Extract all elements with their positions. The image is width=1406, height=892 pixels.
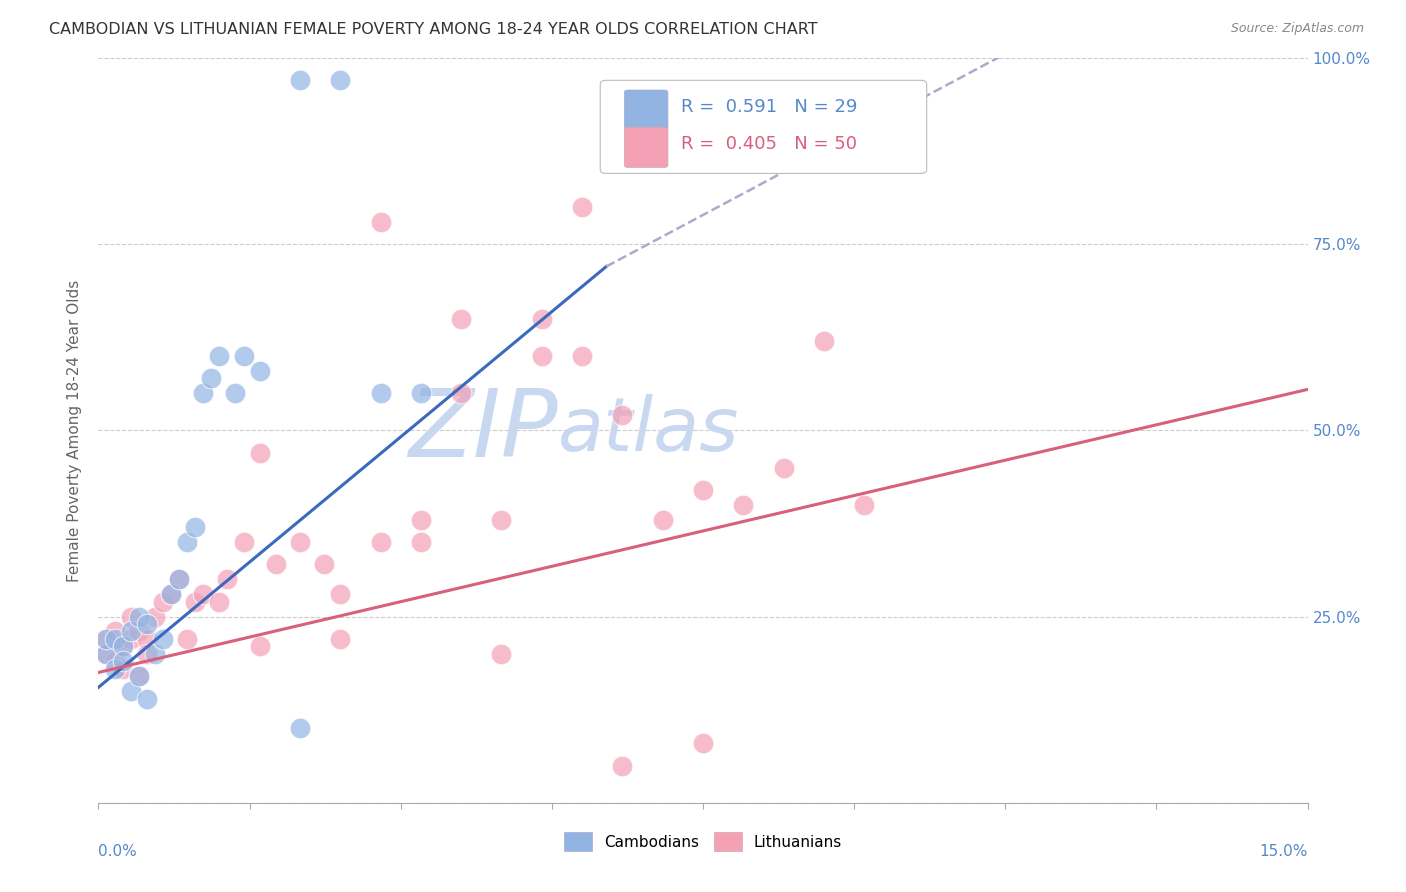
- Point: [530, 349, 553, 363]
- Point: [103, 662, 125, 676]
- Point: [96, 632, 118, 646]
- Point: [288, 73, 311, 87]
- Point: [232, 535, 254, 549]
- Text: R =  0.591   N = 29: R = 0.591 N = 29: [682, 98, 858, 116]
- Point: [208, 349, 231, 363]
- Point: [733, 498, 755, 512]
- Point: [329, 73, 352, 87]
- Point: [571, 349, 593, 363]
- Point: [176, 535, 198, 549]
- FancyBboxPatch shape: [600, 80, 927, 173]
- Legend: Cambodians, Lithuanians: Cambodians, Lithuanians: [557, 824, 849, 858]
- Point: [217, 573, 239, 587]
- Text: Source: ZipAtlas.com: Source: ZipAtlas.com: [1230, 22, 1364, 36]
- Point: [224, 386, 246, 401]
- Point: [184, 520, 207, 534]
- Point: [135, 632, 157, 646]
- Y-axis label: Female Poverty Among 18-24 Year Olds: Female Poverty Among 18-24 Year Olds: [67, 279, 83, 582]
- Point: [143, 647, 166, 661]
- Text: ZIP: ZIP: [408, 384, 558, 476]
- Point: [288, 535, 311, 549]
- Point: [692, 736, 714, 750]
- Point: [329, 632, 352, 646]
- FancyBboxPatch shape: [624, 90, 668, 130]
- Point: [853, 498, 876, 512]
- Point: [232, 349, 254, 363]
- Point: [135, 617, 157, 632]
- Point: [370, 386, 392, 401]
- Point: [135, 691, 157, 706]
- Point: [571, 200, 593, 214]
- Point: [167, 573, 190, 587]
- Text: 15.0%: 15.0%: [1260, 844, 1308, 859]
- Point: [329, 587, 352, 601]
- Point: [249, 446, 271, 460]
- Point: [450, 386, 472, 401]
- Point: [176, 632, 198, 646]
- Point: [128, 669, 150, 683]
- Point: [120, 624, 142, 639]
- Point: [200, 371, 222, 385]
- Point: [128, 669, 150, 683]
- Point: [491, 647, 513, 661]
- Point: [530, 311, 553, 326]
- Point: [612, 758, 634, 772]
- Point: [152, 595, 174, 609]
- Point: [160, 587, 183, 601]
- Point: [160, 587, 183, 601]
- Point: [772, 460, 794, 475]
- FancyBboxPatch shape: [624, 128, 668, 168]
- Point: [249, 364, 271, 378]
- Point: [120, 684, 142, 698]
- Point: [314, 558, 336, 572]
- Point: [249, 640, 271, 654]
- Point: [167, 573, 190, 587]
- Text: CAMBODIAN VS LITHUANIAN FEMALE POVERTY AMONG 18-24 YEAR OLDS CORRELATION CHART: CAMBODIAN VS LITHUANIAN FEMALE POVERTY A…: [49, 22, 818, 37]
- Point: [135, 647, 157, 661]
- Point: [111, 662, 134, 676]
- Point: [193, 386, 215, 401]
- Point: [103, 632, 125, 646]
- Text: atlas: atlas: [558, 394, 740, 467]
- Point: [370, 215, 392, 229]
- Point: [111, 640, 134, 654]
- Point: [111, 654, 134, 668]
- Point: [409, 386, 432, 401]
- Point: [651, 513, 673, 527]
- Point: [96, 647, 118, 661]
- Point: [491, 513, 513, 527]
- Point: [692, 483, 714, 497]
- Point: [184, 595, 207, 609]
- Point: [409, 535, 432, 549]
- Text: R =  0.405   N = 50: R = 0.405 N = 50: [682, 136, 858, 153]
- Point: [208, 595, 231, 609]
- Point: [612, 409, 634, 423]
- Point: [143, 609, 166, 624]
- Point: [128, 609, 150, 624]
- Point: [120, 609, 142, 624]
- Point: [128, 624, 150, 639]
- Point: [96, 632, 118, 646]
- Point: [288, 721, 311, 735]
- Point: [450, 311, 472, 326]
- Point: [96, 647, 118, 661]
- Point: [193, 587, 215, 601]
- Point: [264, 558, 287, 572]
- Point: [152, 632, 174, 646]
- Point: [813, 334, 835, 348]
- Point: [103, 624, 125, 639]
- Text: 0.0%: 0.0%: [98, 844, 138, 859]
- Point: [111, 640, 134, 654]
- Point: [103, 654, 125, 668]
- Point: [370, 535, 392, 549]
- Point: [409, 513, 432, 527]
- Point: [120, 632, 142, 646]
